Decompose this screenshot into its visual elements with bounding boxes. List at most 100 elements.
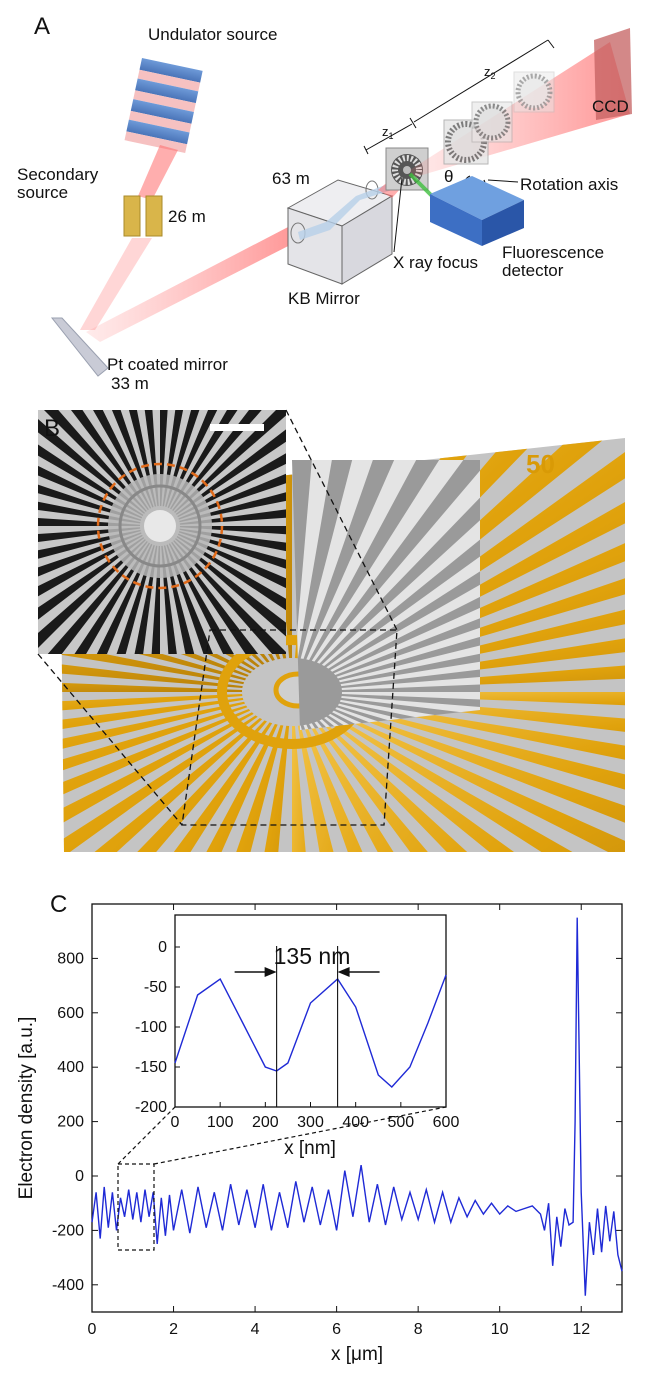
gold-spoke [60,693,243,738]
gold-spoke [95,723,278,852]
gold-spoke [292,725,326,852]
secondary-distance: 26 m [168,207,206,226]
inset-spoke [176,536,286,611]
pt-mirror [50,317,109,377]
inset-spoke [172,410,262,511]
panel-a-letter: A [34,13,50,40]
xray-focus-label: X ray focus [393,253,478,272]
gold-spoke [60,697,244,783]
gold-spoke [319,719,625,852]
gold-spoke [314,721,580,852]
kb-mirror [286,179,394,285]
gold-spoke [60,705,248,852]
x-tick-label: 6 [332,1321,341,1338]
gold-spoke [60,624,243,689]
inset-spoke [47,541,148,654]
gold-spoke [335,707,625,852]
gold-spoke [60,579,245,685]
overlay-spoke [321,460,480,666]
gold-spoke [60,722,273,852]
inset-ring [118,484,202,568]
inset-spoke [174,410,286,513]
overlay-spoke [311,460,480,662]
inset-x-tick-label: 200 [252,1114,279,1131]
inset-x-tick-label: 100 [207,1114,234,1131]
scale-bar [210,424,264,431]
inset-spoke [38,537,145,620]
diffraction-planes [443,71,555,165]
gold-spoke [60,669,243,692]
main-data-line [91,917,623,1296]
inset-spoke [38,539,146,649]
fluorescence-label-2: detector [502,261,564,280]
inset-center [144,510,176,542]
y-tick-label: -400 [52,1277,84,1294]
gold-spoke [339,699,625,805]
gold-spoke [337,703,625,847]
inset-x-tick-label: 600 [433,1114,460,1131]
main-xlabel: x [μm] [331,1344,383,1365]
gold-spoke [328,713,625,852]
secondary-label-1: Secondary [17,165,99,184]
beam-undulator [138,145,178,200]
theta-label: θ [444,167,453,186]
y-tick-label: 0 [75,1168,84,1185]
undulator-label: Undulator source [148,25,277,44]
rotation-pointer [487,179,519,183]
inset-spoke [74,542,150,654]
overlay-spoke [341,646,480,691]
y-tick-label: 200 [57,1114,84,1131]
ccd-label: CCD [592,97,629,116]
inset-spoke [38,419,145,514]
x-tick-label: 10 [491,1321,509,1338]
pt-mirror-distance: 33 m [111,374,149,393]
z1-label: z1 [382,124,394,141]
inset-y-tick-label: -50 [144,979,167,996]
y-tick-label: 600 [57,1005,84,1022]
rotation-label: Rotation axis [520,175,618,194]
inset-spokes [38,410,286,654]
fluorescence-beam [408,172,434,198]
overlay-spoke [341,692,480,715]
overlay-spoke [300,460,425,659]
gold-spoke [324,716,625,852]
overlay-spoke [294,460,359,659]
inset-x-tick-label: 300 [297,1114,324,1131]
gold-spoke [60,709,251,852]
x-tick-label: 0 [88,1321,97,1338]
secondary-label-2: source [17,183,68,202]
gold-spoke [60,715,258,852]
gold-spoke [309,723,520,852]
kb-distance: 63 m [272,169,310,188]
overlay-spoke [340,601,480,687]
inset-x-tick-label: 400 [342,1114,369,1131]
main-ylabel: Electron density [a.u.] [16,1017,37,1200]
y-tick-label: 400 [57,1059,84,1076]
inset-y-tick-label: 0 [158,939,167,956]
inset-axis-ticks: 0 100 200 300 400 500 600 0 -50 -100 -150 -200 [135,939,459,1131]
gold-spoke [225,725,290,852]
beam-secondary [80,238,152,330]
inset-xlabel: x [nm] [284,1138,336,1159]
gold-spoke [297,725,392,852]
secondary-source [123,195,163,237]
pt-mirror-label: Pt coated mirror [107,355,228,374]
inset-spoke [175,429,286,515]
inset-y-tick-label: -200 [135,1099,167,1116]
overlay-spoke [330,460,480,672]
gold-spoke [303,724,457,852]
gold-spoke [159,725,284,852]
inset-x-tick-label: 0 [171,1114,180,1131]
inset-x-tick-label: 500 [387,1114,414,1131]
overlay-spoke [306,460,480,661]
gold-spoke [341,695,625,760]
inset-y-tick-label: -150 [135,1059,167,1076]
x-tick-label: 4 [251,1321,260,1338]
y-tick-label: -200 [52,1222,84,1239]
inset-plot-frame [174,914,447,1108]
gold-spoke [60,712,254,852]
inset-spoke [44,410,147,512]
gold-spoke [60,720,267,852]
